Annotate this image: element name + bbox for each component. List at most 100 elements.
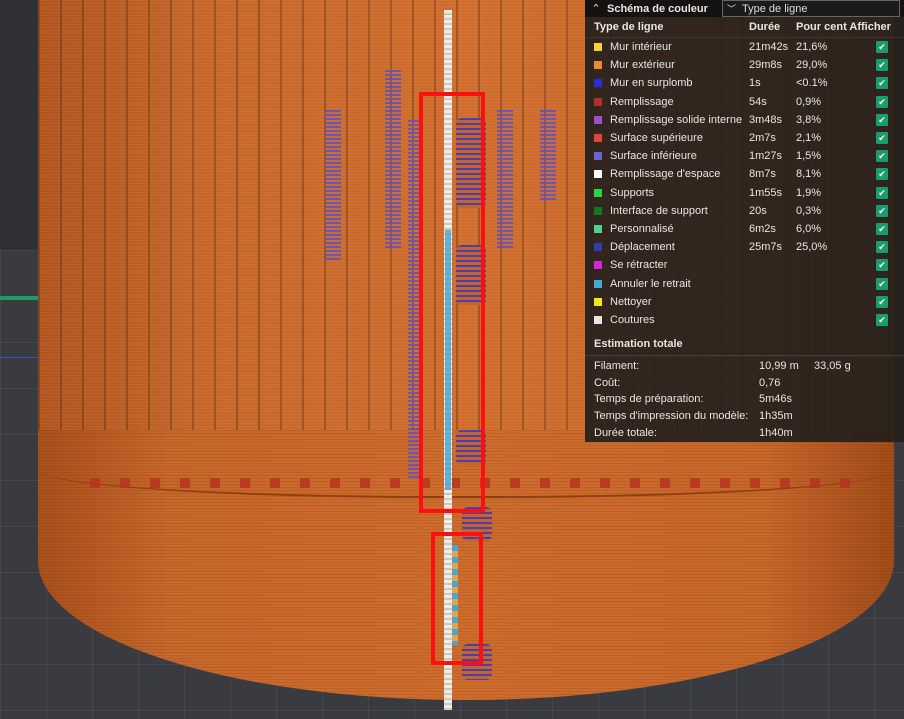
legend-table-header: Type de ligne Durée Pour cent Afficher <box>585 17 904 38</box>
line-type-percent: 8,1% <box>796 168 822 181</box>
collapse-icon[interactable]: ⌃ <box>591 3 601 15</box>
line-type-label: Interface de support <box>610 204 708 217</box>
color-swatch <box>594 61 602 70</box>
show-checkbox[interactable]: ✔ <box>876 295 888 308</box>
color-scheme-value: Type de ligne <box>742 2 808 15</box>
estimate-cost-row: Coût: 0,76 <box>585 375 904 392</box>
line-type-label: Supports <box>610 186 655 199</box>
show-checkbox[interactable]: ✔ <box>876 150 888 163</box>
highlight-box-lower <box>431 532 483 665</box>
plate-edge-marker <box>0 296 40 300</box>
legend-row: Remplissage solide interne 3m48s 3,8% ✔ <box>585 111 904 129</box>
line-type-duration: 1m55s <box>749 186 783 199</box>
legend-header: ⌃ Schéma de couleur ﹀ Type de ligne <box>585 0 904 17</box>
legend-row: Supports 1m55s 1,9% ✔ <box>585 184 904 202</box>
show-checkbox[interactable]: ✔ <box>876 313 888 326</box>
legend-row: Coutures ✔ <box>585 311 904 329</box>
line-type-duration: 1m27s <box>749 150 783 163</box>
show-checkbox[interactable]: ✔ <box>876 259 888 272</box>
cost-label: Coût: <box>594 376 621 389</box>
filament-label: Filament: <box>594 360 640 373</box>
bottom-surface-streak <box>408 120 420 480</box>
show-checkbox[interactable]: ✔ <box>876 204 888 217</box>
color-swatch <box>594 315 602 324</box>
color-swatch <box>594 261 602 270</box>
cost-value: 0,76 <box>759 376 781 389</box>
color-swatch <box>594 243 602 252</box>
top-surface-marks <box>90 478 850 488</box>
header-duration: Durée <box>749 21 781 33</box>
line-type-label: Remplissage <box>610 95 674 108</box>
show-checkbox[interactable]: ✔ <box>876 277 888 290</box>
color-swatch <box>594 43 602 52</box>
line-type-duration: 54s <box>749 95 767 108</box>
line-type-label: Mur intérieur <box>610 41 672 54</box>
show-checkbox[interactable]: ✔ <box>876 186 888 199</box>
line-type-percent: 25,0% <box>796 241 828 254</box>
line-type-percent: 21,6% <box>796 41 828 54</box>
line-type-label: Déplacement <box>610 241 675 254</box>
line-type-label: Coutures <box>610 313 655 326</box>
legend-row: Surface inférieure 1m27s 1,5% ✔ <box>585 147 904 165</box>
show-checkbox[interactable]: ✔ <box>876 222 888 235</box>
show-checkbox[interactable]: ✔ <box>876 113 888 126</box>
show-checkbox[interactable]: ✔ <box>876 168 888 181</box>
estimate-filament-row: Filament: 10,99 m 33,05 g <box>585 358 904 375</box>
unretract-line <box>445 230 451 490</box>
line-type-percent: 0,9% <box>796 95 822 108</box>
color-swatch <box>594 279 602 288</box>
legend-row: Déplacement 25m7s 25,0% ✔ <box>585 238 904 256</box>
legend-row: Se rétracter ✔ <box>585 256 904 274</box>
color-scheme-select[interactable]: ﹀ Type de ligne <box>722 0 900 17</box>
color-swatch <box>594 97 602 106</box>
legend-panel: ⌃ Schéma de couleur ﹀ Type de ligne Type… <box>585 0 904 442</box>
show-checkbox[interactable]: ✔ <box>876 77 888 90</box>
color-swatch <box>594 188 602 197</box>
line-type-label: Se rétracter <box>610 259 668 272</box>
model-time-value: 1h35m <box>759 410 793 423</box>
model-time-label: Temps d'impression du modèle: <box>594 410 749 423</box>
line-type-label: Nettoyer <box>610 295 652 308</box>
line-type-duration: 21m42s <box>749 41 789 54</box>
model-step-edge <box>38 470 894 498</box>
line-type-percent: 29,0% <box>796 59 828 72</box>
show-checkbox[interactable]: ✔ <box>876 241 888 254</box>
legend-row: Mur en surplomb 1s <0.1% ✔ <box>585 74 904 92</box>
prep-label: Temps de préparation: <box>594 393 704 406</box>
line-type-percent: 3,8% <box>796 113 822 126</box>
bottom-surface-streak <box>385 70 401 250</box>
line-type-duration: 8m7s <box>749 168 776 181</box>
color-swatch <box>594 224 602 233</box>
bottom-surface-streak <box>497 110 513 250</box>
line-type-label: Surface inférieure <box>610 150 697 163</box>
filament-weight: 33,05 g <box>814 360 851 373</box>
estimate-model-row: Temps d'impression du modèle: 1h35m <box>585 408 904 425</box>
line-type-duration: 20s <box>749 204 767 217</box>
line-type-label: Remplissage solide interne <box>610 113 743 126</box>
prep-value: 5m46s <box>759 393 793 406</box>
line-type-percent: 6,0% <box>796 222 822 235</box>
show-checkbox[interactable]: ✔ <box>876 41 888 54</box>
show-checkbox[interactable]: ✔ <box>876 132 888 145</box>
axis-line <box>0 357 40 358</box>
line-type-label: Personnalisé <box>610 222 674 235</box>
color-swatch <box>594 134 602 143</box>
line-type-duration: 1s <box>749 77 761 90</box>
line-type-label: Annuler le retrait <box>610 277 691 290</box>
legend-row: Mur intérieur 21m42s 21,6% ✔ <box>585 38 904 56</box>
bottom-surface-streak <box>540 110 556 200</box>
line-type-percent: 1,5% <box>796 150 822 163</box>
total-time-label: Durée totale: <box>594 426 657 439</box>
legend-row: Nettoyer ✔ <box>585 293 904 311</box>
show-checkbox[interactable]: ✔ <box>876 95 888 108</box>
line-type-duration: 2m7s <box>749 132 776 145</box>
legend-row: Personnalisé 6m2s 6,0% ✔ <box>585 220 904 238</box>
legend-rows: Mur intérieur 21m42s 21,6% ✔ Mur extérieur 29… <box>585 38 904 329</box>
line-type-duration: 25m7s <box>749 241 783 254</box>
legend-row: Remplissage d'espace 8m7s 8,1% ✔ <box>585 165 904 183</box>
line-type-percent: 1,9% <box>796 186 822 199</box>
bottom-surface-streak <box>325 110 341 260</box>
highlight-box-upper <box>419 92 485 513</box>
show-checkbox[interactable]: ✔ <box>876 59 888 72</box>
line-type-label: Mur en surplomb <box>610 77 693 90</box>
